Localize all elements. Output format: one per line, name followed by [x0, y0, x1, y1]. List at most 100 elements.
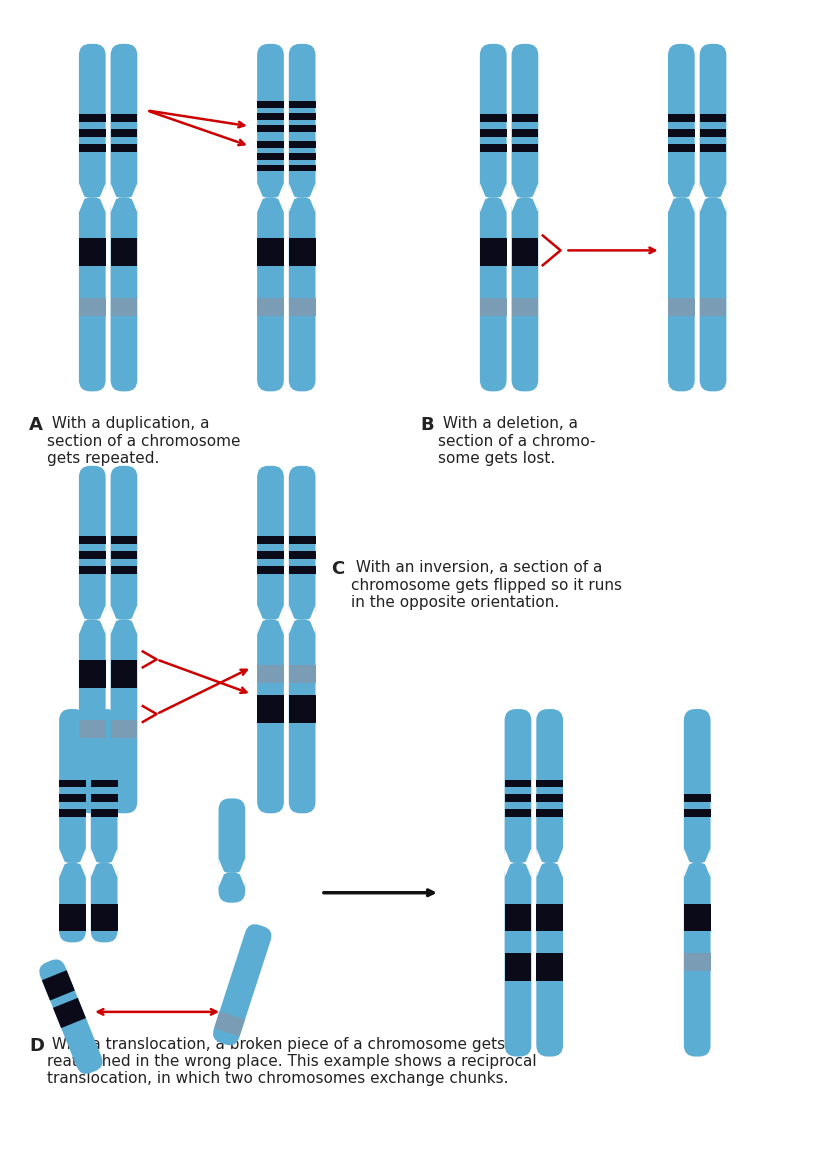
Bar — [700, 130, 726, 137]
FancyBboxPatch shape — [91, 709, 118, 863]
Bar — [79, 115, 106, 123]
Polygon shape — [91, 848, 97, 877]
Bar — [504, 780, 531, 787]
Bar — [700, 144, 726, 152]
Bar — [504, 809, 531, 817]
FancyBboxPatch shape — [504, 709, 531, 863]
Bar — [257, 165, 284, 172]
Polygon shape — [219, 858, 225, 888]
FancyBboxPatch shape — [79, 198, 106, 392]
Polygon shape — [557, 848, 563, 877]
Bar — [110, 130, 137, 137]
Polygon shape — [239, 858, 245, 888]
Bar — [79, 661, 106, 688]
Polygon shape — [79, 183, 85, 212]
Bar — [289, 695, 316, 723]
FancyBboxPatch shape — [39, 960, 103, 1074]
FancyBboxPatch shape — [289, 466, 316, 620]
Polygon shape — [112, 848, 118, 877]
FancyBboxPatch shape — [512, 198, 539, 392]
Text: C: C — [331, 560, 344, 578]
Bar — [684, 904, 711, 932]
Bar — [536, 780, 563, 787]
Bar — [512, 298, 539, 316]
Bar — [512, 115, 539, 123]
FancyBboxPatch shape — [79, 620, 106, 814]
Polygon shape — [278, 183, 284, 212]
Bar — [59, 904, 86, 932]
Bar — [110, 537, 137, 545]
Polygon shape — [310, 183, 316, 212]
Bar — [110, 298, 137, 316]
Bar — [110, 115, 137, 123]
FancyBboxPatch shape — [289, 620, 316, 814]
Polygon shape — [480, 183, 486, 212]
Polygon shape — [110, 183, 117, 212]
Polygon shape — [257, 183, 263, 212]
Bar — [289, 112, 316, 119]
Bar — [110, 661, 137, 688]
Bar — [79, 720, 106, 738]
FancyBboxPatch shape — [668, 198, 695, 392]
Polygon shape — [684, 848, 690, 877]
Polygon shape — [79, 605, 85, 634]
Bar — [289, 153, 316, 160]
Bar — [257, 239, 284, 267]
Bar — [512, 130, 539, 137]
Bar — [53, 998, 86, 1028]
Polygon shape — [99, 183, 106, 212]
Bar — [79, 552, 106, 559]
Bar — [79, 537, 106, 545]
Bar — [289, 552, 316, 559]
Bar — [289, 101, 316, 108]
Bar — [257, 665, 284, 684]
Text: A: A — [29, 416, 43, 435]
Polygon shape — [536, 848, 542, 877]
Bar — [79, 239, 106, 267]
FancyBboxPatch shape — [91, 863, 118, 942]
Polygon shape — [80, 848, 86, 877]
FancyBboxPatch shape — [289, 44, 316, 198]
Bar — [289, 125, 316, 132]
Bar — [684, 794, 711, 802]
Bar — [79, 298, 106, 316]
Bar — [512, 144, 539, 152]
Bar — [91, 780, 118, 787]
Bar — [257, 695, 284, 723]
Bar — [110, 552, 137, 559]
Bar — [91, 794, 118, 802]
FancyBboxPatch shape — [536, 863, 563, 1057]
Bar — [536, 954, 563, 981]
FancyBboxPatch shape — [219, 873, 245, 903]
Polygon shape — [668, 183, 674, 212]
Bar — [668, 298, 695, 316]
Bar — [289, 239, 316, 267]
FancyBboxPatch shape — [257, 620, 284, 814]
Polygon shape — [504, 848, 511, 877]
Bar — [504, 904, 531, 932]
Bar — [668, 115, 695, 123]
Text: With a deletion, a
section of a chromo-
some gets lost.: With a deletion, a section of a chromo- … — [438, 416, 595, 466]
Polygon shape — [131, 605, 137, 634]
Bar — [257, 140, 284, 147]
Polygon shape — [689, 183, 695, 212]
Bar — [110, 239, 137, 267]
Bar — [79, 566, 106, 574]
Bar — [480, 239, 507, 267]
Bar — [668, 144, 695, 152]
Text: With a translocation, a broken piece of a chromosome gets
reattached in the wron: With a translocation, a broken piece of … — [47, 1036, 536, 1086]
FancyBboxPatch shape — [257, 466, 284, 620]
Bar — [504, 794, 531, 802]
FancyBboxPatch shape — [79, 44, 106, 198]
Bar — [504, 954, 531, 981]
Bar — [289, 298, 316, 316]
Bar — [110, 566, 137, 574]
Text: With a duplication, a
section of a chromosome
gets repeated.: With a duplication, a section of a chrom… — [47, 416, 240, 466]
Polygon shape — [110, 605, 117, 634]
Bar — [289, 140, 316, 147]
Bar — [289, 665, 316, 684]
Bar — [289, 537, 316, 545]
FancyBboxPatch shape — [512, 44, 539, 198]
FancyBboxPatch shape — [219, 799, 245, 873]
Bar — [668, 130, 695, 137]
